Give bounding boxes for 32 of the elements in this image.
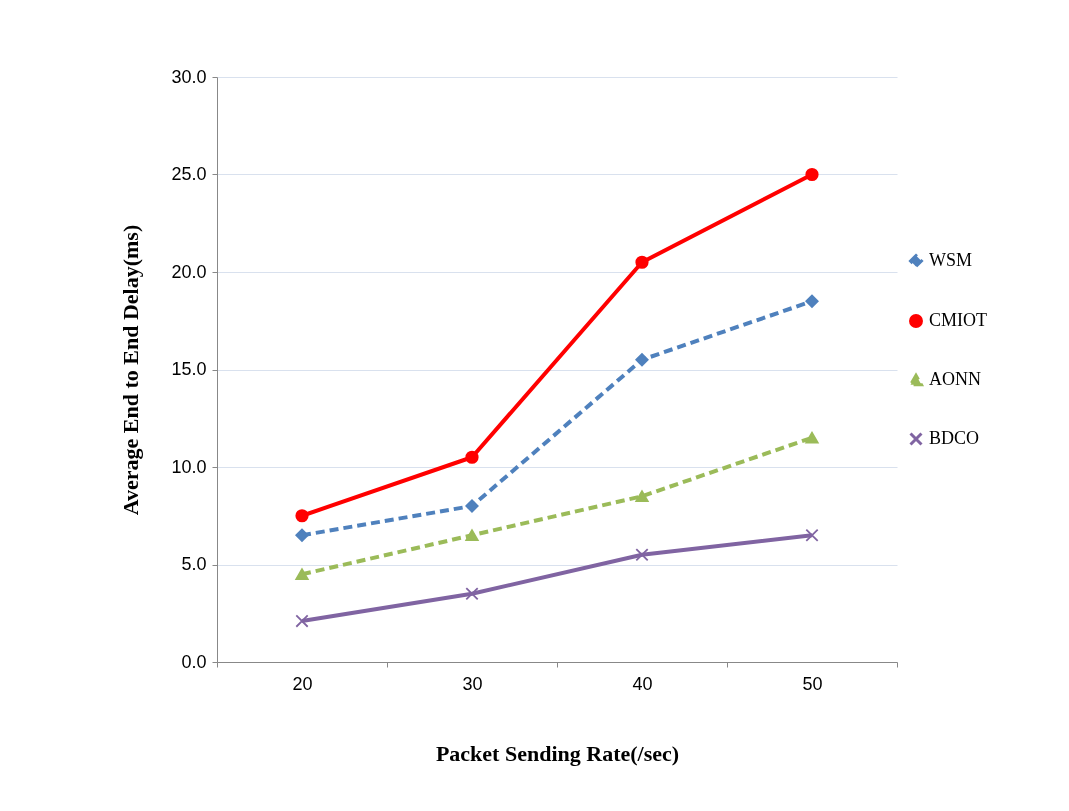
- legend-label: CMIOT: [929, 310, 987, 330]
- point: [635, 548, 649, 562]
- x-axis-title: Packet Sending Rate(/sec): [435, 740, 680, 766]
- legend-label: WSM: [929, 250, 973, 270]
- x-tick-label: 30: [462, 673, 483, 694]
- point: [295, 614, 309, 628]
- point: [465, 450, 479, 464]
- y-tick-label: 25.0: [171, 164, 207, 184]
- point: [805, 528, 819, 542]
- point: [635, 490, 649, 503]
- y-tick-label: 0.0: [181, 651, 207, 672]
- y-axis-title: Average End to End Delay(ms): [118, 224, 144, 516]
- legend-label: BDCO: [929, 428, 980, 448]
- point: [805, 294, 819, 308]
- point: [805, 167, 819, 182]
- x-tick-label: 40: [632, 673, 653, 694]
- y-tick-label: 5.0: [181, 554, 207, 574]
- point: [465, 587, 479, 601]
- legend-label: AONN: [929, 369, 981, 389]
- point: [295, 509, 309, 523]
- point: [295, 568, 309, 581]
- point: [465, 529, 479, 542]
- y-tick-label: 20.0: [171, 261, 207, 282]
- x-tick-label: 50: [802, 673, 823, 694]
- x-tick-label: 20: [292, 673, 313, 694]
- point: [295, 528, 309, 542]
- point: [635, 255, 649, 269]
- y-tick-label: 10.0: [171, 456, 207, 477]
- y-tick-label: 15.0: [171, 359, 207, 379]
- y-tick-label: 30.0: [171, 66, 207, 87]
- point: [635, 353, 649, 367]
- point: [805, 431, 819, 444]
